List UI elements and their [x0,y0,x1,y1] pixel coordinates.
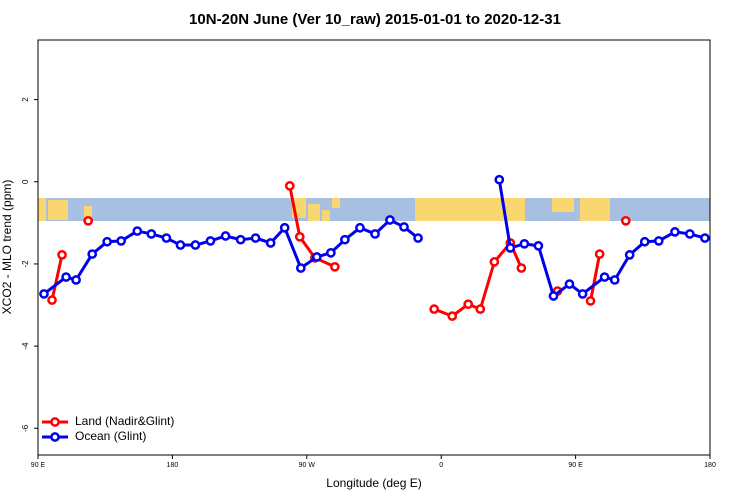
point [205,236,216,246]
point [47,295,57,305]
point [83,215,94,226]
point [429,304,440,314]
point [265,238,276,248]
point [294,231,305,242]
point [670,227,680,237]
point [87,249,98,259]
point [577,289,588,299]
point [639,236,650,247]
point [295,263,306,273]
point [399,222,409,232]
point [116,236,127,246]
point [340,234,350,245]
point [653,236,664,246]
point [161,233,172,243]
point [279,222,290,233]
point [599,272,610,282]
point [494,174,505,185]
point [564,279,575,289]
point [311,252,322,262]
x-tick-label: 90 E [31,462,46,469]
point [325,247,336,258]
y-tick-label: -6 [21,424,30,432]
x-tick-label: 90 E [568,462,583,469]
x-tick-label: 180 [167,462,179,469]
point [355,222,365,233]
point [146,229,157,239]
point [413,233,423,243]
point [519,238,530,249]
point [447,311,458,321]
point [475,304,486,314]
point [548,291,559,301]
point [61,272,71,282]
point [235,234,246,245]
legend-marker [50,432,60,442]
plot-frame [37,39,711,456]
point [463,299,474,310]
point [489,257,500,267]
point [585,296,596,306]
point [620,215,631,226]
point [284,181,295,191]
point [39,289,49,299]
point [190,240,201,250]
point [102,236,112,247]
point [175,240,186,250]
point [385,215,395,225]
point [505,243,516,253]
point [370,229,380,239]
point [684,229,695,239]
point [330,261,340,272]
point [132,226,143,236]
chart-title: 10N-20N June (Ver 10_raw) 2015-01-01 to … [189,11,561,28]
point [624,250,635,260]
point [516,263,527,273]
y-tick-label: -2 [21,260,30,268]
legend-label: Ocean (Glint) [75,429,146,443]
point [250,233,261,243]
point [594,249,605,259]
point [533,241,544,251]
point [71,275,81,285]
x-axis-label: Longitude (deg E) [326,476,421,490]
point [609,275,620,285]
y-tick-label: 2 [21,97,30,102]
point [57,250,67,260]
x-tick-label: 180 [704,462,716,469]
point [220,231,231,241]
point [700,233,710,243]
legend-label: Land (Nadir&Glint) [75,414,174,428]
x-tick-label: 90 W [299,462,316,469]
y-axis-label: XCO2 - MLO trend (ppm) [0,180,14,315]
y-tick-label: -4 [21,342,30,350]
y-tick-label: 0 [21,179,30,184]
map-strip [38,198,710,221]
legend-marker [50,417,60,427]
x-tick-label: 0 [439,462,443,469]
